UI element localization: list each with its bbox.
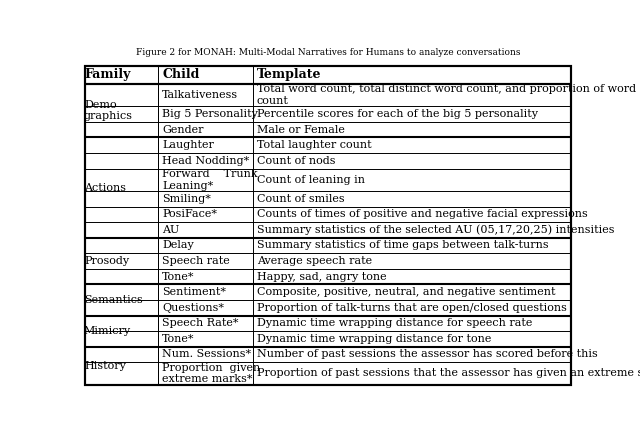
Text: Big 5 Personality: Big 5 Personality xyxy=(163,109,258,119)
Text: Total laughter count: Total laughter count xyxy=(257,140,371,150)
Text: Number of past sessions the assessor has scored before this: Number of past sessions the assessor has… xyxy=(257,350,597,359)
Text: Count of leaning in: Count of leaning in xyxy=(257,175,365,185)
Text: Average speech rate: Average speech rate xyxy=(257,256,372,266)
Text: Gender: Gender xyxy=(163,125,204,135)
Text: Sentiment*: Sentiment* xyxy=(163,287,227,297)
Text: Head Nodding*: Head Nodding* xyxy=(163,156,250,166)
Text: Counts of times of positive and negative facial expressions: Counts of times of positive and negative… xyxy=(257,209,588,219)
Text: Semantics: Semantics xyxy=(84,295,143,305)
Text: AU: AU xyxy=(163,225,180,235)
Text: Forward    Trunk
Leaning*: Forward Trunk Leaning* xyxy=(163,169,258,191)
Text: Prosody: Prosody xyxy=(84,256,129,266)
Text: Speech rate: Speech rate xyxy=(163,256,230,266)
Text: Count of nods: Count of nods xyxy=(257,156,335,166)
Text: Tone*: Tone* xyxy=(163,272,195,282)
Text: Figure 2 for MONAH: Multi-Modal Narratives for Humans to analyze conversations: Figure 2 for MONAH: Multi-Modal Narrativ… xyxy=(136,48,520,58)
Text: Proportion  given
extreme marks*: Proportion given extreme marks* xyxy=(163,363,260,384)
Text: Summary statistics of time gaps between talk-turns: Summary statistics of time gaps between … xyxy=(257,241,548,250)
Text: Proportion of past sessions that the assessor has given an extreme score: Proportion of past sessions that the ass… xyxy=(257,368,640,378)
Text: Template: Template xyxy=(257,68,321,81)
Text: Dynamic time wrapping distance for speech rate: Dynamic time wrapping distance for speec… xyxy=(257,318,532,328)
Text: Happy, sad, angry tone: Happy, sad, angry tone xyxy=(257,272,386,282)
Text: Demo
graphics: Demo graphics xyxy=(84,100,133,121)
Text: Total word count, total distinct word count, and proportion of word
count: Total word count, total distinct word co… xyxy=(257,84,636,106)
Text: Mimicry: Mimicry xyxy=(84,326,131,336)
Text: Delay: Delay xyxy=(163,241,194,250)
Text: Speech Rate*: Speech Rate* xyxy=(163,318,239,328)
Text: Proportion of talk-turns that are open/closed questions: Proportion of talk-turns that are open/c… xyxy=(257,303,566,313)
Text: Questions*: Questions* xyxy=(163,303,225,313)
Text: History: History xyxy=(84,361,126,371)
Text: Laughter: Laughter xyxy=(163,140,214,150)
Text: Male or Female: Male or Female xyxy=(257,125,344,135)
Text: PosiFace*: PosiFace* xyxy=(163,209,218,219)
Text: Actions: Actions xyxy=(84,183,126,193)
Text: Family: Family xyxy=(84,68,131,81)
Text: Summary statistics of the selected AU (05,17,20,25) intensities: Summary statistics of the selected AU (0… xyxy=(257,225,614,235)
Text: Dynamic time wrapping distance for tone: Dynamic time wrapping distance for tone xyxy=(257,334,491,344)
Text: Count of smiles: Count of smiles xyxy=(257,194,344,204)
Text: Child: Child xyxy=(163,68,200,81)
Text: Composite, positive, neutral, and negative sentiment: Composite, positive, neutral, and negati… xyxy=(257,287,555,297)
Text: Smiling*: Smiling* xyxy=(163,194,211,204)
Text: Tone*: Tone* xyxy=(163,334,195,344)
Text: Percentile scores for each of the big 5 personality: Percentile scores for each of the big 5 … xyxy=(257,109,538,119)
Text: Num. Sessions*: Num. Sessions* xyxy=(163,350,252,359)
Text: Talkativeness: Talkativeness xyxy=(163,90,239,100)
